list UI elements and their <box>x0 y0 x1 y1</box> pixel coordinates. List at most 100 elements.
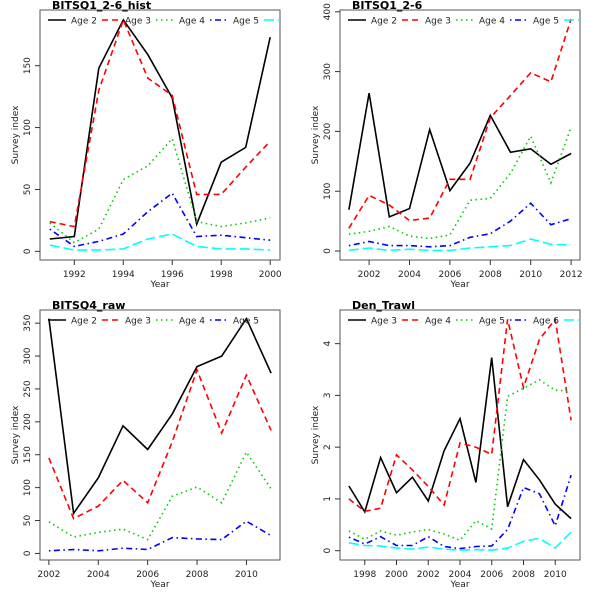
legend-label: Age 2 <box>371 17 397 27</box>
x-axis-label: Year <box>149 580 169 590</box>
series-line-age-4 <box>348 126 572 240</box>
y-tick-label: 350 <box>23 314 33 331</box>
plot-frame <box>339 309 581 561</box>
series-line-age-6 <box>348 474 572 550</box>
legend-label: Age 6 <box>533 317 559 327</box>
x-tick-label: 2000 <box>259 270 282 280</box>
x-tick-label: 2010 <box>544 570 567 580</box>
legend-label: Age 7 <box>587 317 600 327</box>
x-tick-label: 2006 <box>136 570 159 580</box>
legend-label: Age 2 <box>71 317 97 327</box>
y-tick-label: 200 <box>323 123 333 140</box>
chart-title: BITSQ1_2-6 <box>352 0 423 12</box>
chart-panel: BITSQ4_raw 2002 2004 2006 2008 2010 0 50 100 150 2… <box>11 299 281 590</box>
series-line-age-7 <box>348 531 572 552</box>
series-line-age-6 <box>49 233 271 251</box>
x-tick-label: 2002 <box>358 270 381 280</box>
chart-panel: BITSQ1_2-6 2002 2004 2006 2008 2010 2012 0 100 20… <box>311 0 600 290</box>
series-line-age-6 <box>348 238 572 252</box>
y-tick-label: 100 <box>23 479 33 496</box>
plot-frame <box>339 9 581 261</box>
legend-label: Age 3 <box>371 317 397 327</box>
legend: Age 2 Age 3 Age 4 Age 5 Age 6 <box>348 17 600 27</box>
x-tick-label: 1994 <box>112 270 135 280</box>
y-tick-label: 100 <box>23 119 33 136</box>
series-line-age-4 <box>348 317 572 513</box>
legend: Age 3 Age 4 Age 5 Age 6 Age 7 <box>348 317 600 327</box>
legend-label: Age 3 <box>125 17 151 27</box>
series-line-age-3 <box>348 18 572 229</box>
x-tick-label: 2010 <box>235 570 258 580</box>
y-tick-label: 0 <box>23 550 33 556</box>
series-line-age-5 <box>348 202 572 248</box>
series-line-age-4 <box>48 450 272 541</box>
legend-label: Age 3 <box>425 17 451 27</box>
legend-label: Age 5 <box>479 317 505 327</box>
x-tick-label: 1998 <box>353 570 376 580</box>
x-tick-label: 2010 <box>519 270 542 280</box>
x-tick-label: 2004 <box>87 570 110 580</box>
legend-label: Age 4 <box>425 317 451 327</box>
y-tick-label: 300 <box>323 63 333 80</box>
series-line-age-3 <box>49 17 271 228</box>
series-line-age-2 <box>348 92 572 219</box>
x-tick-label: 1996 <box>161 270 184 280</box>
series-line-age-3 <box>48 367 272 520</box>
chart-title: Den_Trawl <box>352 299 415 312</box>
y-tick-label: 2 <box>323 444 333 450</box>
x-tick-label: 2000 <box>385 570 408 580</box>
chart-title: BITSQ1_2-6_hist <box>52 0 151 12</box>
x-tick-label: 2006 <box>480 570 503 580</box>
y-tick-label: 0 <box>23 248 33 254</box>
y-axis-label: Survey index <box>311 405 321 464</box>
x-axis-label: Year <box>449 580 469 590</box>
legend: Age 2 Age 3 Age 4 Age 5 Age 6 <box>48 17 280 27</box>
y-tick-label: 150 <box>23 57 33 74</box>
plot-frame <box>39 309 281 561</box>
x-tick-label: 2008 <box>479 270 502 280</box>
x-tick-label: 2004 <box>398 270 421 280</box>
x-axis-label: Year <box>449 280 469 290</box>
legend-label: Age 2 <box>71 17 97 27</box>
y-axis-label: Survey index <box>11 105 21 164</box>
y-axis-label: Survey index <box>311 105 321 164</box>
x-axis-label: Year <box>149 280 169 290</box>
legend-label: Age 6 <box>587 17 600 27</box>
x-tick-label: 2002 <box>37 570 60 580</box>
y-tick-label: 50 <box>23 183 33 195</box>
x-tick-label: 2006 <box>438 270 461 280</box>
chart-panel: Den_Trawl 1998 2000 2002 2004 2006 2008 2010 0 1 2… <box>311 299 600 590</box>
x-tick-label: 2012 <box>560 270 583 280</box>
legend-label: Age 4 <box>179 17 205 27</box>
x-tick-label: 1998 <box>210 270 233 280</box>
x-tick-label: 2002 <box>417 570 440 580</box>
y-tick-label: 0 <box>323 248 333 254</box>
x-tick-label: 2008 <box>512 570 535 580</box>
legend-label: Age 5 <box>533 17 559 27</box>
legend-label: Age 4 <box>479 17 505 27</box>
legend-label: Age 3 <box>125 317 151 327</box>
chart-title: BITSQ4_raw <box>52 299 125 312</box>
series-line-age-5 <box>348 378 572 542</box>
y-tick-label: 3 <box>323 393 333 399</box>
y-tick-label: 250 <box>23 380 33 397</box>
x-tick-label: 2008 <box>186 570 209 580</box>
y-tick-label: 50 <box>23 515 33 527</box>
y-tick-label: 150 <box>23 446 33 463</box>
y-tick-label: 1 <box>323 496 333 502</box>
y-tick-label: 4 <box>323 341 333 347</box>
y-tick-label: 300 <box>23 347 33 364</box>
y-tick-label: 100 <box>323 182 333 199</box>
y-axis-label: Survey index <box>11 405 21 464</box>
y-tick-label: 0 <box>323 548 333 554</box>
series-line-age-4 <box>49 137 271 244</box>
legend: Age 2 Age 3 Age 4 Age 5 <box>48 317 259 327</box>
x-tick-label: 1992 <box>63 270 86 280</box>
chart-panel: BITSQ1_2-6_hist 1992 1994 1996 1998 2000 0 50 10… <box>11 0 282 290</box>
series-line-age-5 <box>48 520 272 552</box>
series-line-age-3 <box>348 357 572 520</box>
series-line-age-2 <box>49 18 271 240</box>
y-tick-label: 200 <box>23 413 33 430</box>
